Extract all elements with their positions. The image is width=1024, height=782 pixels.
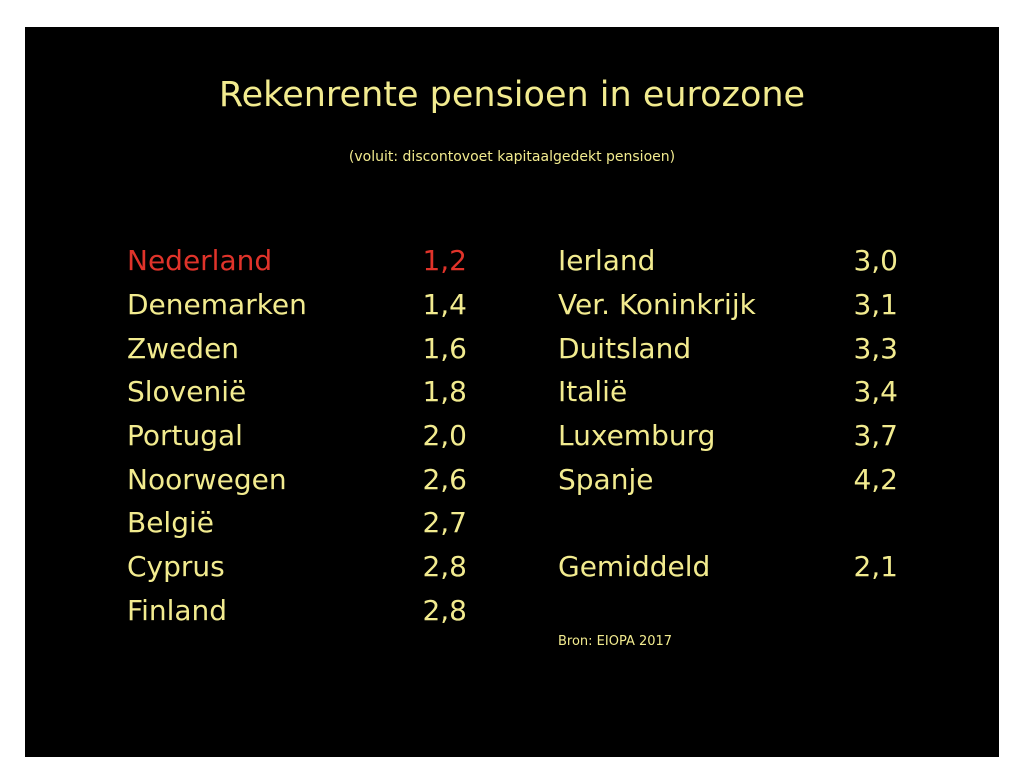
slide-title: Rekenrente pensioen in eurozone [218, 75, 806, 115]
country-rate: 3,0 [853, 244, 898, 277]
country-row: Zweden 1,6 [127, 331, 467, 367]
country-name: Nederland [127, 244, 273, 277]
country-row: Cyprus 2,8 [127, 549, 467, 585]
average-row: Gemiddeld 2,1 [558, 549, 898, 585]
country-rate: 1,4 [422, 288, 467, 321]
country-name: Spanje [558, 463, 654, 496]
country-row: Italië 3,4 [558, 374, 898, 410]
country-rate: 3,7 [853, 419, 898, 452]
country-rate: 4,2 [853, 463, 898, 496]
country-name: Italië [558, 375, 628, 408]
country-name: Denemarken [127, 288, 307, 321]
country-rate: 1,6 [422, 332, 467, 365]
country-name: België [127, 506, 214, 539]
country-name: Ierland [558, 244, 656, 277]
country-row: Ierland 3,0 [558, 243, 898, 279]
country-name: Luxemburg [558, 419, 716, 452]
country-row: Finland 2,8 [127, 593, 467, 629]
country-rate: 2,6 [422, 463, 467, 496]
source-note: Bron: EIOPA 2017 [558, 634, 673, 649]
average-label: Gemiddeld [558, 550, 711, 583]
country-name: Portugal [127, 419, 243, 452]
country-rate: 3,1 [853, 288, 898, 321]
country-row: Portugal 2,0 [127, 418, 467, 454]
country-rate: 2,8 [422, 550, 467, 583]
country-rate: 3,3 [853, 332, 898, 365]
country-row-nederland: Nederland 1,2 [127, 243, 467, 279]
country-row: Spanje 4,2 [558, 462, 898, 498]
country-row: Duitsland 3,3 [558, 331, 898, 367]
country-name: Finland [127, 594, 228, 627]
country-rate: 2,7 [422, 506, 467, 539]
country-rate: 3,4 [853, 375, 898, 408]
country-rate: 2,0 [422, 419, 467, 452]
country-name: Zweden [127, 332, 240, 365]
country-name: Slovenië [127, 375, 247, 408]
country-name: Noorwegen [127, 463, 287, 496]
country-rate: 1,2 [422, 244, 467, 277]
country-row: Denemarken 1,4 [127, 287, 467, 323]
country-rate: 2,8 [422, 594, 467, 627]
country-row: Slovenië 1,8 [127, 374, 467, 410]
average-rate: 2,1 [853, 550, 898, 583]
country-name: Duitsland [558, 332, 692, 365]
country-row: Noorwegen 2,6 [127, 462, 467, 498]
country-row: België 2,7 [127, 505, 467, 541]
country-name: Cyprus [127, 550, 225, 583]
country-rate: 1,8 [422, 375, 467, 408]
slide: Rekenrente pensioen in eurozone (voluit:… [25, 27, 999, 757]
country-row: Ver. Koninkrijk 3,1 [558, 287, 898, 323]
slide-subtitle: (voluit: discontovoet kapitaalgedekt pen… [348, 149, 676, 165]
country-row: Luxemburg 3,7 [558, 418, 898, 454]
country-name: Ver. Koninkrijk [558, 288, 756, 321]
